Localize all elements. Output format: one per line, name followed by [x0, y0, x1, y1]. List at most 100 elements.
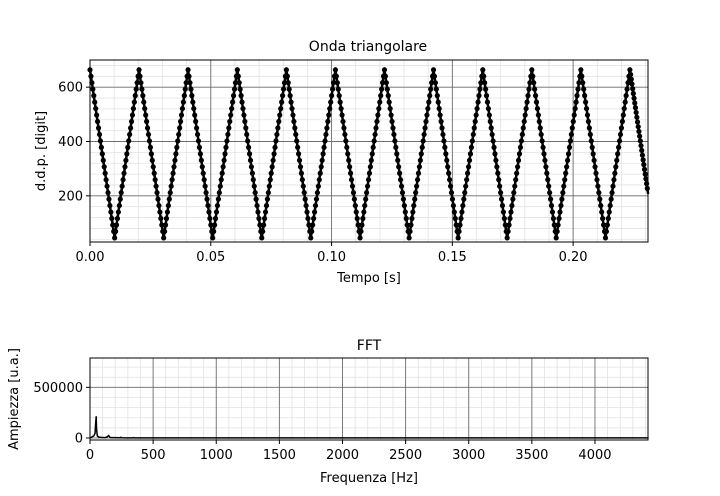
data-point — [273, 138, 279, 144]
data-point — [253, 196, 259, 202]
data-point — [523, 105, 529, 112]
data-point — [602, 235, 609, 241]
data-point — [342, 131, 348, 138]
data-point — [151, 170, 157, 176]
data-point — [475, 99, 481, 105]
data-point — [166, 196, 172, 202]
data-point — [456, 228, 462, 235]
data-point — [257, 222, 263, 228]
data-point — [627, 71, 634, 78]
data-point — [270, 157, 276, 163]
data-point — [469, 138, 475, 144]
data-point — [420, 138, 426, 144]
data-point — [366, 170, 373, 176]
data-point — [156, 202, 162, 209]
data-point — [430, 67, 437, 73]
data-point — [212, 215, 219, 222]
data-point — [384, 86, 390, 92]
data-point — [280, 93, 286, 99]
data-point — [471, 125, 477, 131]
data-point — [113, 222, 120, 228]
data-point — [203, 190, 209, 196]
data-point — [412, 196, 418, 202]
data-point — [217, 183, 223, 189]
data-point — [574, 93, 580, 99]
data-point — [192, 112, 198, 118]
data-point — [130, 105, 137, 112]
data-point — [573, 99, 579, 105]
data-point — [370, 144, 376, 150]
data-point — [133, 86, 139, 92]
data-point — [568, 131, 574, 138]
data-point — [620, 112, 626, 118]
data-point — [411, 202, 417, 209]
data-point — [458, 215, 464, 222]
data-point — [295, 144, 301, 150]
chart-title: FFT — [357, 338, 382, 354]
data-point — [630, 86, 636, 92]
data-point — [149, 157, 155, 163]
data-point — [332, 67, 339, 73]
data-point — [139, 86, 145, 92]
data-point — [567, 138, 574, 144]
data-point — [267, 177, 273, 183]
data-point — [334, 80, 340, 86]
data-point — [327, 105, 333, 112]
data-point — [357, 235, 363, 241]
data-point — [145, 131, 152, 138]
data-point — [157, 209, 163, 215]
data-point — [543, 164, 549, 170]
data-point — [615, 151, 621, 157]
x-tick-label: 2000 — [326, 448, 359, 463]
data-point — [376, 105, 382, 112]
data-point — [494, 164, 500, 170]
data-point — [230, 93, 237, 99]
data-point — [396, 164, 402, 170]
data-point — [178, 112, 185, 118]
data-point — [176, 131, 182, 138]
data-point — [516, 151, 523, 157]
data-point — [473, 112, 479, 118]
data-point — [600, 222, 607, 228]
data-point — [640, 157, 646, 163]
data-point — [320, 151, 326, 157]
data-point — [476, 93, 482, 99]
data-point — [224, 138, 230, 144]
data-point — [422, 125, 428, 131]
data-point — [150, 164, 156, 170]
data-point — [333, 73, 339, 79]
data-point — [216, 190, 222, 196]
data-point — [509, 202, 515, 209]
data-point — [344, 144, 350, 150]
data-point — [297, 164, 304, 170]
data-point — [499, 202, 506, 209]
x-tick-label: 0.00 — [76, 250, 105, 265]
data-point — [374, 118, 380, 125]
data-point — [261, 215, 268, 222]
data-point — [129, 112, 136, 118]
data-point — [114, 215, 121, 222]
data-point — [378, 93, 384, 99]
data-point — [91, 93, 97, 99]
data-point — [564, 164, 570, 170]
data-point — [278, 105, 284, 112]
data-point — [638, 143, 644, 149]
data-point — [143, 112, 149, 118]
data-point — [403, 215, 409, 222]
chart-triangular-wave: Onda triangolare 0.00 0.05 0.10 0.15 0.20 20… — [34, 39, 650, 286]
y-tick-label: 0 — [75, 431, 83, 446]
data-point — [453, 222, 459, 228]
data-point — [115, 209, 121, 215]
data-point — [144, 118, 150, 125]
data-point — [262, 209, 269, 215]
data-point — [382, 73, 389, 79]
data-point — [425, 105, 431, 112]
data-point — [592, 164, 598, 170]
data-point — [116, 202, 122, 209]
data-point — [641, 162, 647, 168]
data-point — [298, 170, 304, 176]
data-point — [235, 73, 241, 79]
data-point — [427, 93, 433, 99]
data-point — [408, 222, 414, 228]
data-point — [546, 183, 552, 189]
